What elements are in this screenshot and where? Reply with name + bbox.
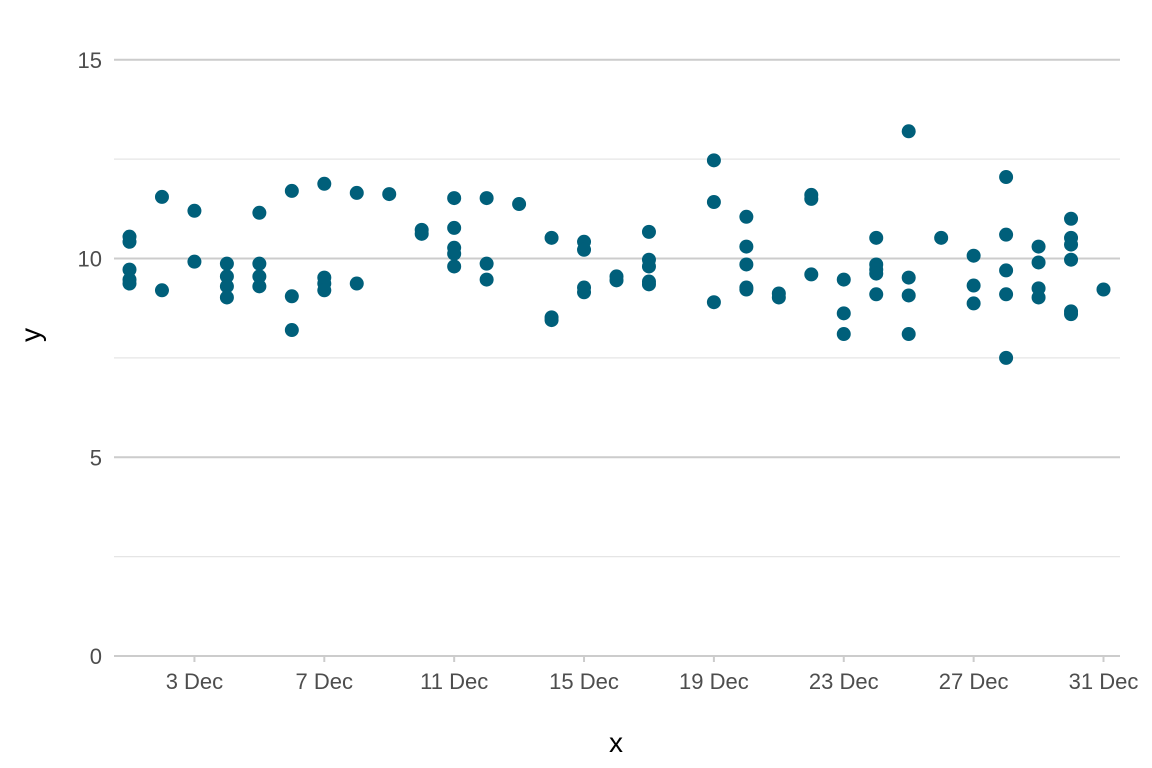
data-point: [544, 313, 559, 328]
data-point: [1064, 252, 1079, 267]
data-point: [577, 242, 592, 257]
data-point: [966, 248, 981, 263]
data-point: [836, 327, 851, 342]
data-point: [739, 209, 754, 224]
data-point: [1031, 239, 1046, 254]
data-point: [966, 296, 981, 311]
data-points: [122, 124, 1111, 365]
data-point: [966, 278, 981, 293]
data-point: [479, 256, 494, 271]
data-point: [154, 283, 169, 298]
data-point: [219, 290, 234, 305]
data-point: [512, 197, 527, 212]
data-point: [706, 195, 721, 210]
data-point: [414, 226, 429, 241]
data-point: [739, 257, 754, 272]
data-point: [999, 350, 1014, 365]
gridlines: [114, 58, 1120, 558]
x-tick-label: 31 Dec: [1069, 669, 1139, 694]
y-tick-label: 15: [78, 48, 102, 73]
data-point: [641, 259, 656, 274]
data-point: [187, 203, 202, 218]
data-point: [934, 230, 949, 245]
data-point: [577, 285, 592, 300]
data-point: [771, 290, 786, 305]
data-point: [122, 262, 137, 277]
data-point: [479, 272, 494, 287]
x-tick-label: 23 Dec: [809, 669, 879, 694]
data-point: [836, 306, 851, 321]
data-point: [284, 323, 299, 338]
data-point: [706, 153, 721, 168]
data-point: [999, 170, 1014, 185]
data-point: [479, 191, 494, 206]
data-point: [317, 283, 332, 298]
data-point: [999, 263, 1014, 278]
data-point: [252, 205, 267, 220]
data-point: [1064, 211, 1079, 226]
data-point: [219, 256, 234, 271]
data-point: [901, 124, 916, 139]
x-tick-label: 19 Dec: [679, 669, 749, 694]
data-point: [447, 191, 462, 206]
x-axis-title: x: [609, 727, 623, 758]
data-point: [349, 276, 364, 291]
x-tick-label: 15 Dec: [549, 669, 619, 694]
data-point: [382, 187, 397, 202]
x-tick-label: 11 Dec: [420, 669, 488, 694]
data-point: [1096, 282, 1111, 297]
x-tick-label: 27 Dec: [939, 669, 1009, 694]
data-point: [901, 270, 916, 285]
data-point: [706, 295, 721, 310]
data-point: [641, 224, 656, 239]
data-point: [869, 287, 884, 302]
data-point: [999, 287, 1014, 302]
data-point: [219, 279, 234, 294]
data-point: [999, 227, 1014, 242]
data-point: [901, 288, 916, 303]
data-point: [349, 185, 364, 200]
y-tick-label: 5: [90, 445, 102, 470]
data-point: [869, 230, 884, 245]
y-tick-label: 0: [90, 644, 102, 669]
data-point: [252, 279, 267, 294]
data-point: [1031, 290, 1046, 305]
y-axis-title: y: [15, 328, 46, 342]
data-point: [804, 191, 819, 206]
data-point: [836, 272, 851, 287]
data-point: [284, 289, 299, 304]
data-point: [447, 220, 462, 235]
data-point: [122, 276, 137, 291]
x-tick-label: 7 Dec: [296, 669, 353, 694]
data-point: [739, 239, 754, 254]
data-point: [739, 282, 754, 297]
data-point: [122, 234, 137, 249]
axes: [114, 655, 1120, 662]
data-point: [447, 246, 462, 261]
data-point: [1064, 237, 1079, 252]
data-point: [317, 176, 332, 191]
data-point: [252, 269, 267, 284]
data-point: [1064, 307, 1079, 322]
tick-labels: 0 5 10 15 3 Dec 7 Dec 11 Dec 15 Dec 19 Dec 23 Dec…: [78, 48, 1139, 694]
data-point: [804, 267, 819, 282]
data-point: [187, 254, 202, 269]
data-point: [609, 273, 624, 288]
data-point: [447, 259, 462, 274]
data-point: [901, 327, 916, 342]
data-point: [154, 189, 169, 204]
data-point: [1031, 255, 1046, 270]
data-point: [284, 183, 299, 198]
data-point: [252, 256, 267, 271]
data-point: [641, 277, 656, 292]
y-tick-label: 10: [78, 247, 102, 272]
data-point: [544, 230, 559, 245]
data-point: [219, 269, 234, 284]
data-point: [869, 266, 884, 281]
x-tick-label: 3 Dec: [166, 669, 223, 694]
